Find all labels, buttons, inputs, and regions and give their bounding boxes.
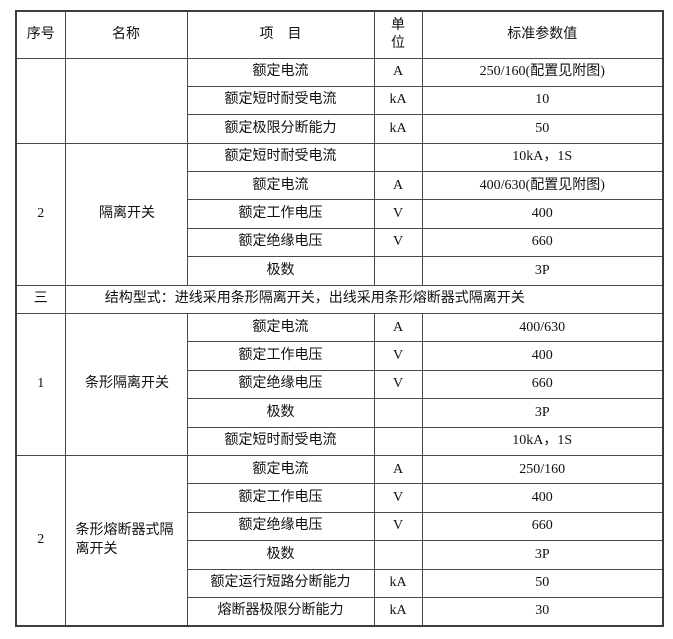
item-cell: 额定绝缘电压: [186, 511, 375, 542]
value-cell: 660: [421, 511, 664, 542]
unit-cell: [373, 540, 423, 570]
unit-cell: [373, 256, 423, 286]
unit-cell: kA: [373, 114, 423, 144]
name-cell: [64, 57, 188, 144]
table-row: 2 隔离开关 额定短时耐受电流 10kA，1S: [15, 142, 664, 286]
unit-cell: A: [373, 454, 423, 485]
value-cell: 660: [421, 227, 664, 258]
unit-cell: A: [373, 57, 423, 87]
spec-table: 序号 名称 项 目 单 位 标准参数值 额定电流 A 250/160(配置见附图) 额…: [15, 10, 664, 627]
table-row: 额定绝缘电压 V 660: [16, 369, 664, 400]
item-cell: 额定电流: [186, 57, 375, 87]
item-cell: 额定电流: [186, 171, 375, 201]
item-cell: 额定电流: [186, 454, 375, 485]
item-cell: 熔断器极限分断能力: [186, 596, 375, 627]
spec-table-body: 额定电流 A 250/160(配置见附图) 额定短时耐受电流 kA 10 额定极限分断能力 k…: [15, 57, 664, 627]
table-row: 额定极限分断能力 kA 50: [16, 114, 664, 144]
unit-cell: [373, 142, 423, 173]
serial-cell: 1: [15, 313, 66, 456]
table-row: 1 条形隔离开关 额定电流 A 400/630: [15, 313, 664, 456]
unit-cell: V: [373, 511, 423, 542]
value-cell: 400/630: [421, 313, 664, 343]
unit-cell: A: [373, 171, 423, 201]
unit-cell: A: [373, 313, 423, 343]
unit-cell: [373, 398, 423, 428]
spec-table-header: 序号 名称 项 目 单 位 标准参数值: [15, 10, 664, 59]
item-cell: 额定工作电压: [186, 483, 375, 513]
unit-cell: V: [373, 227, 423, 258]
table-row: 额定短时耐受电流 kA 10: [16, 85, 664, 116]
value-cell: 660: [421, 369, 664, 400]
table-row: 极数 3P: [16, 540, 664, 570]
value-cell: 400: [421, 483, 664, 513]
header-serial-number: 序号: [15, 10, 66, 59]
item-cell: 额定短时耐受电流: [186, 142, 375, 173]
unit-cell: kA: [373, 85, 423, 116]
table-row: 额定运行短路分断能力 kA 50: [16, 568, 664, 598]
item-cell: 额定工作电压: [186, 341, 375, 371]
table-row: 熔断器极限分断能力 kA 30: [16, 596, 664, 627]
serial-cell: 2: [15, 142, 66, 286]
value-cell: 400: [421, 341, 664, 371]
serial-cell: 2: [15, 454, 66, 627]
item-cell: 额定绝缘电压: [186, 369, 375, 400]
header-item: 项 目: [186, 10, 375, 59]
item-cell: 极数: [186, 398, 375, 428]
item-cell: 额定极限分断能力: [186, 114, 375, 144]
table-row: 极数 3P: [16, 256, 664, 286]
item-cell: 额定绝缘电压: [186, 227, 375, 258]
table-row: 极数 3P: [16, 398, 664, 428]
unit-cell: V: [373, 483, 423, 513]
header-unit: 单 位: [373, 10, 423, 59]
item-cell: 额定短时耐受电流: [186, 85, 375, 116]
unit-cell: kA: [373, 568, 423, 598]
table-row: 额定电流 A 400/630(配置见附图): [16, 171, 664, 201]
header-row: 序号 名称 项 目 单 位 标准参数值: [15, 10, 664, 59]
serial-cell: [15, 57, 66, 144]
unit-cell: [373, 426, 423, 456]
value-cell: 250/160: [421, 454, 664, 485]
value-cell: 30: [421, 596, 664, 627]
unit-cell: V: [373, 199, 423, 229]
header-standard-value: 标准参数值: [421, 10, 664, 59]
table-row: 额定绝缘电压 V 660: [16, 511, 664, 542]
item-cell: 额定工作电压: [186, 199, 375, 229]
value-cell: 50: [421, 114, 664, 144]
value-cell: 50: [421, 568, 664, 598]
item-cell: 极数: [186, 256, 375, 286]
header-name: 名称: [64, 10, 188, 59]
unit-cell: V: [373, 369, 423, 400]
value-cell: 400/630(配置见附图): [421, 171, 664, 201]
value-cell: 10: [421, 85, 664, 116]
table-row: 2 条形熔断器式隔离开关 额定电流 A 250/160: [15, 454, 664, 627]
item-cell: 额定运行短路分断能力: [186, 568, 375, 598]
value-cell: 3P: [421, 540, 664, 570]
unit-cell: V: [373, 341, 423, 371]
table-row: 额定电流 A 250/160(配置见附图): [15, 57, 664, 144]
name-cell: 条形熔断器式隔离开关: [64, 454, 188, 627]
item-cell: 极数: [186, 540, 375, 570]
value-cell: 10kA，1S: [421, 142, 664, 173]
item-cell: 额定电流: [186, 313, 375, 343]
value-cell: 400: [421, 199, 664, 229]
value-cell: 3P: [421, 256, 664, 286]
section-text-cell: 结构型式：进线采用条形隔离开关，出线采用条形熔断器式隔离开关: [64, 284, 664, 315]
name-cell: 隔离开关: [64, 142, 188, 286]
value-cell: 3P: [421, 398, 664, 428]
name-cell: 条形隔离开关: [64, 313, 188, 456]
item-cell: 额定短时耐受电流: [186, 426, 375, 456]
section-row: 三结构型式：进线采用条形隔离开关，出线采用条形熔断器式隔离开关: [15, 284, 664, 315]
value-cell: 10kA，1S: [421, 426, 664, 456]
unit-cell: kA: [373, 596, 423, 627]
section-label-cell: 三: [15, 284, 66, 315]
value-cell: 250/160(配置见附图): [421, 57, 664, 87]
